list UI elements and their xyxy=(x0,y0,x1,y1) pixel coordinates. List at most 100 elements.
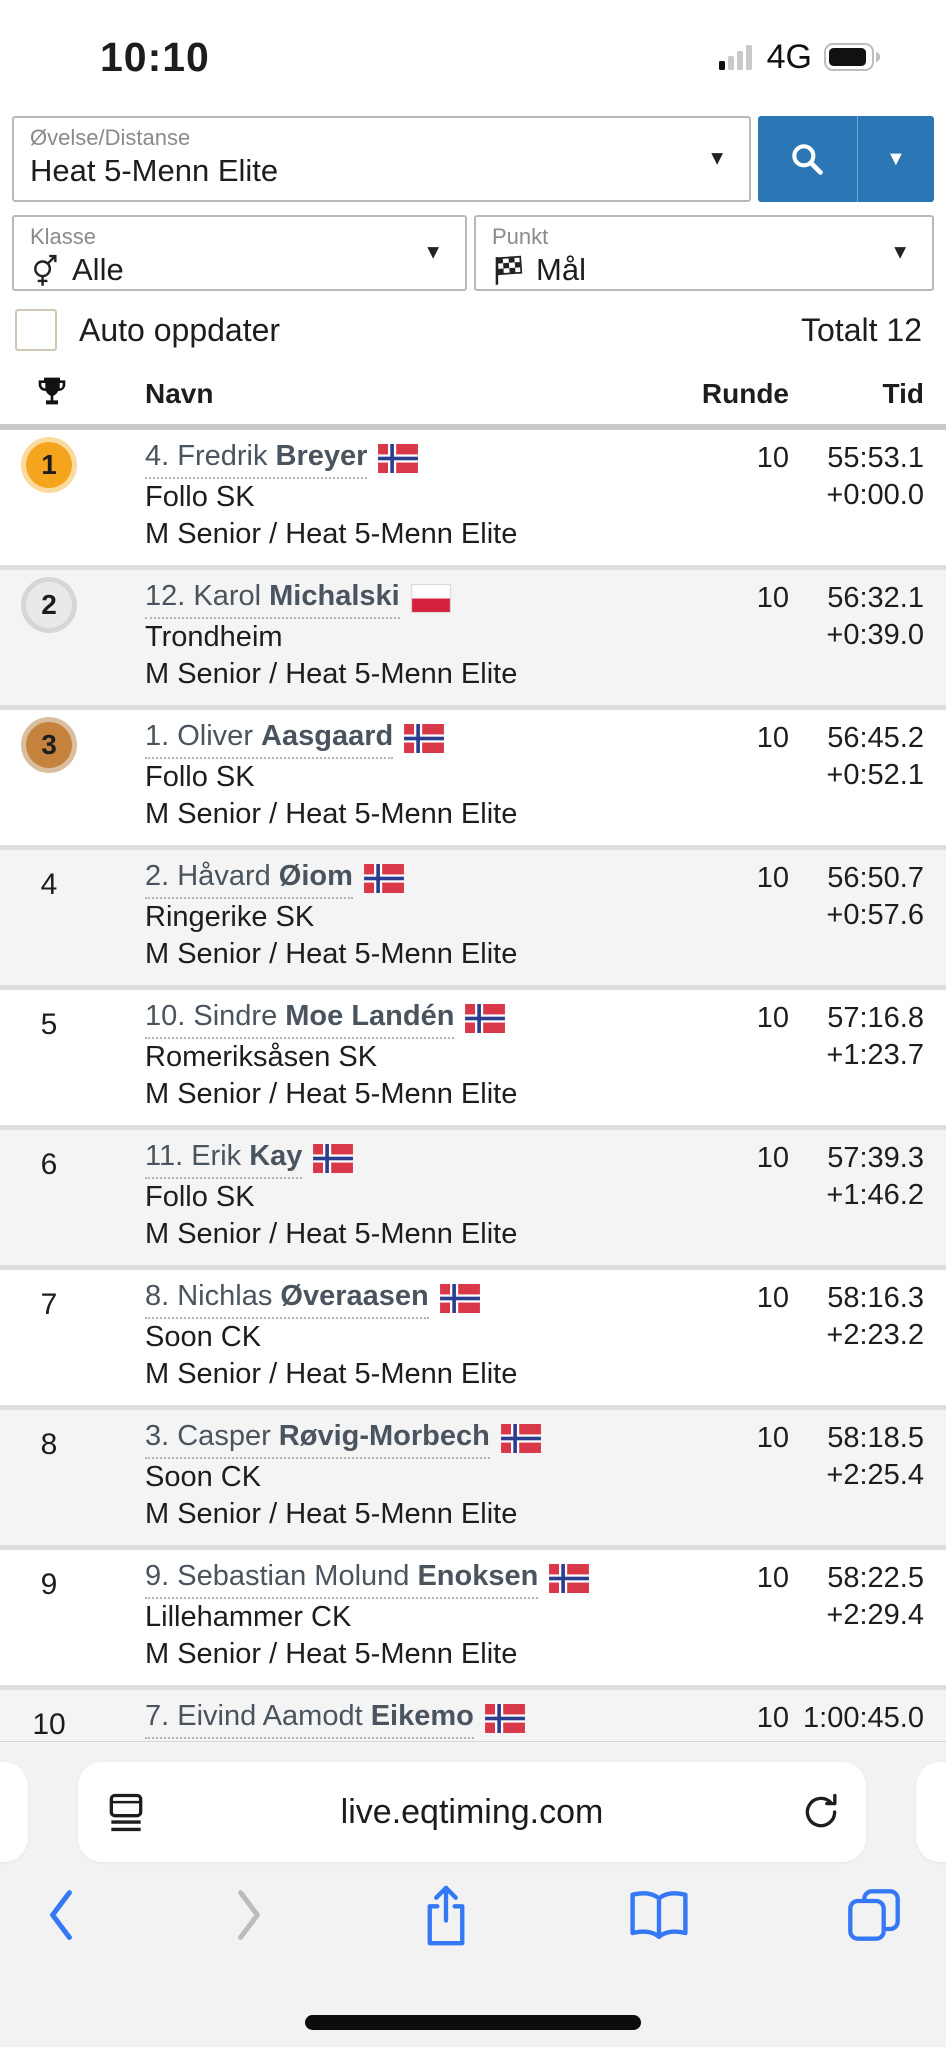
point-select[interactable]: Punkt Mål ▼ xyxy=(474,215,934,291)
time-diff: +0:57.6 xyxy=(826,899,924,931)
athlete-cell: 10. Sindre Moe Landén Romeriksåsen SK M … xyxy=(145,998,669,1113)
athlete-cell: 3. Casper Røvig-Morbech Soon CK M Senior… xyxy=(145,1418,669,1533)
athlete-name-line: 7. Eivind Aamodt Eikemo xyxy=(145,1698,669,1739)
class-label: Klasse xyxy=(30,224,97,249)
athlete-cell: 2. Håvard Øiom Ringerike SK M Senior / H… xyxy=(145,858,669,973)
time-diff: +0:52.1 xyxy=(826,759,924,791)
tabs-button[interactable] xyxy=(846,1887,902,1943)
athlete-name-link[interactable]: 4. Fredrik Breyer xyxy=(145,438,368,479)
athlete-name-line: 12. Karol Michalski xyxy=(145,578,669,619)
rank-cell: 5 xyxy=(0,998,145,1113)
signal-strength-icon xyxy=(718,44,752,70)
athlete-club: Romeriksåsen SK xyxy=(145,1041,378,1073)
athlete-name-line: 11. Erik Kay xyxy=(145,1138,669,1179)
athlete-name-link[interactable]: 7. Eivind Aamodt Eikemo xyxy=(145,1698,474,1739)
finish-time: 55:53.1 xyxy=(827,442,924,474)
rank-cell: 3 xyxy=(0,718,145,833)
athlete-club: Ringerike SK xyxy=(145,901,315,933)
time-cell: 57:16.8 +1:23.7 xyxy=(789,998,924,1113)
athlete-name-link[interactable]: 2. Håvard Øiom xyxy=(145,858,353,899)
athlete-name-link[interactable]: 9. Sebastian Molund Enoksen xyxy=(145,1558,539,1599)
athlete-category: M Senior / Heat 5-Menn Elite xyxy=(145,1638,518,1670)
previous-tab-pill[interactable] xyxy=(0,1762,28,1862)
athlete-name-link[interactable]: 12. Karol Michalski xyxy=(145,578,400,619)
athlete-club: Follo SK xyxy=(145,761,255,793)
back-button[interactable] xyxy=(44,1887,78,1943)
time-cell: 58:16.3 +2:23.2 xyxy=(789,1278,924,1393)
auto-update-label: Auto oppdater xyxy=(79,311,281,348)
reload-button[interactable] xyxy=(800,1791,842,1833)
athlete-cell: 8. Nichlas Øveraasen Soon CK M Senior / … xyxy=(145,1278,669,1393)
table-row: 3 1. Oliver Aasgaard Follo SK M xyxy=(0,710,946,850)
table-row: 1 4. Fredrik Breyer Follo SK M S xyxy=(0,430,946,570)
open-book-icon xyxy=(630,1891,688,1939)
share-button[interactable] xyxy=(420,1882,472,1948)
share-icon xyxy=(427,1885,465,1946)
lap-count: 10 xyxy=(756,582,789,614)
finish-time: 58:22.5 xyxy=(827,1562,924,1594)
time-cell: 56:32.1 +0:39.0 xyxy=(789,578,924,693)
forward-button[interactable] xyxy=(232,1887,266,1943)
table-row: 8 3. Casper Røvig-Morbech Soon CK xyxy=(0,1410,946,1550)
address-bar[interactable]: live.eqtiming.com xyxy=(78,1762,866,1862)
time-cell: 56:50.7 +0:57.6 xyxy=(789,858,924,973)
time-diff: +0:39.0 xyxy=(826,619,924,651)
athlete-category: M Senior / Heat 5-Menn Elite xyxy=(145,938,518,970)
rank-cell: 10 xyxy=(0,1698,145,1813)
finish-time: 56:32.1 xyxy=(827,582,924,614)
reader-icon xyxy=(109,1793,143,1832)
athlete-category: M Senior / Heat 5-Menn Elite xyxy=(145,518,518,550)
reader-button[interactable] xyxy=(104,1790,148,1834)
athlete-name-link[interactable]: 11. Erik Kay xyxy=(145,1138,303,1179)
column-header-lap: Runde xyxy=(701,377,789,409)
flag-norway-icon xyxy=(484,1704,525,1733)
results-list: 1 4. Fredrik Breyer Follo SK M S xyxy=(0,430,946,1830)
point-value: Mål xyxy=(536,252,586,287)
finish-time: 58:16.3 xyxy=(827,1282,924,1314)
athlete-cell: 11. Erik Kay Follo SK M Senior / Heat 5-… xyxy=(145,1138,669,1253)
search-options-button[interactable]: ▼ xyxy=(858,116,934,202)
status-bar: 10:10 4G xyxy=(0,0,946,100)
athlete-name-link[interactable]: 10. Sindre Moe Landén xyxy=(145,998,455,1039)
finish-time: 56:50.7 xyxy=(827,862,924,894)
exercise-distance-select[interactable]: Øvelse/Distanse Heat 5-Menn Elite ▼ xyxy=(12,116,751,202)
class-select[interactable]: Klasse Alle ▼ xyxy=(12,215,467,291)
athlete-club: Follo SK xyxy=(145,481,255,513)
lap-count: 10 xyxy=(756,1562,789,1594)
rank-cell: 8 xyxy=(0,1418,145,1533)
chevron-down-icon: ▼ xyxy=(886,147,906,170)
table-row: 6 11. Erik Kay Follo SK M Senior xyxy=(0,1130,946,1270)
chevron-down-icon: ▼ xyxy=(423,241,443,264)
lap-count: 10 xyxy=(756,1702,789,1734)
time-diff: +1:23.7 xyxy=(826,1039,924,1071)
finish-time: 57:16.8 xyxy=(827,1002,924,1034)
athlete-category: M Senior / Heat 5-Menn Elite xyxy=(145,658,518,690)
flag-norway-icon xyxy=(439,1284,480,1313)
table-row: 5 10. Sindre Moe Landén Romeriksåsen S xyxy=(0,990,946,1130)
athlete-club: Soon CK xyxy=(145,1461,262,1493)
time-cell: 58:22.5 +2:29.4 xyxy=(789,1558,924,1673)
search-button[interactable] xyxy=(758,116,858,202)
point-label: Punkt xyxy=(492,224,549,249)
checkered-flag-icon xyxy=(495,255,523,285)
athlete-club: Trondheim xyxy=(145,621,283,653)
browser-chrome: live.eqtiming.com xyxy=(0,1741,946,2047)
athlete-category: M Senior / Heat 5-Menn Elite xyxy=(145,1078,518,1110)
home-indicator[interactable] xyxy=(305,2015,641,2030)
athlete-club: Follo SK xyxy=(145,1181,255,1213)
athlete-name-link[interactable]: 3. Casper Røvig-Morbech xyxy=(145,1418,490,1459)
bookmarks-button[interactable] xyxy=(626,1888,692,1942)
athlete-cell: 1. Oliver Aasgaard Follo SK M Senior / H… xyxy=(145,718,669,833)
athlete-category: M Senior / Heat 5-Menn Elite xyxy=(145,1358,518,1390)
athlete-name-link[interactable]: 1. Oliver Aasgaard xyxy=(145,718,394,759)
reload-icon xyxy=(805,1793,837,1828)
next-tab-pill[interactable] xyxy=(916,1762,946,1862)
athlete-name-line: 10. Sindre Moe Landén xyxy=(145,998,669,1039)
auto-update-checkbox[interactable] xyxy=(15,309,57,351)
athlete-name-link[interactable]: 8. Nichlas Øveraasen xyxy=(145,1278,429,1319)
rank-badge: 2 xyxy=(26,582,72,628)
column-header-time: Tid xyxy=(882,377,924,409)
flag-norway-icon xyxy=(500,1424,541,1453)
battery-icon xyxy=(824,43,880,71)
lap-count: 10 xyxy=(756,1422,789,1454)
